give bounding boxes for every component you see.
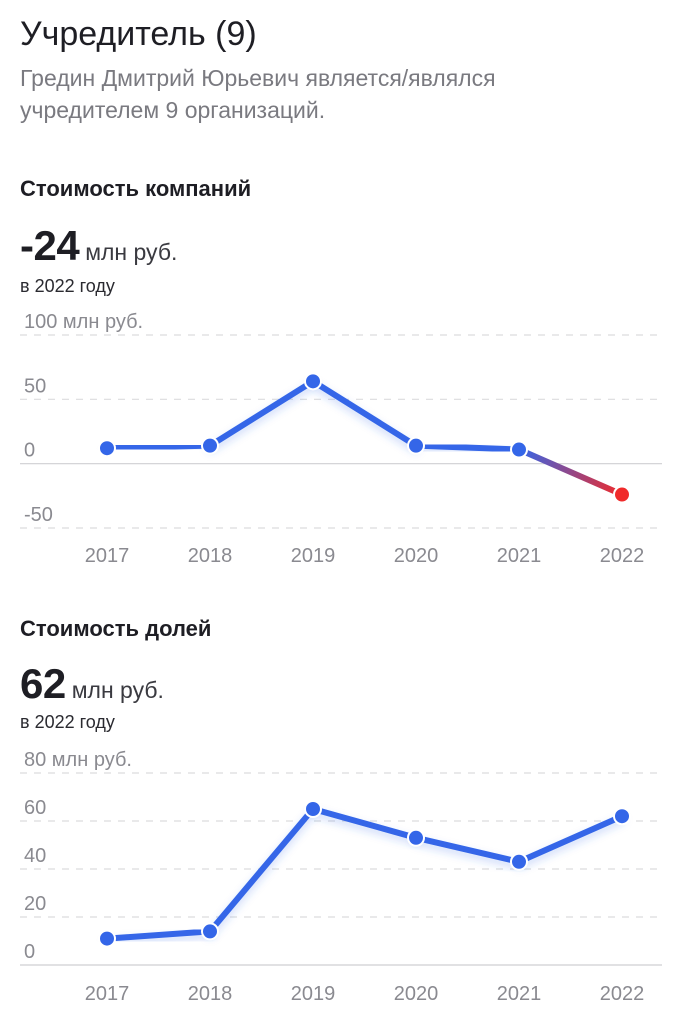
company-data-point-2017[interactable] xyxy=(98,439,116,458)
share-data-point-2017[interactable] xyxy=(98,929,116,948)
share-data-point-2021[interactable] xyxy=(510,852,528,871)
share-data-point-2022[interactable] xyxy=(613,807,631,826)
share-y-tick-label: 20 xyxy=(24,893,46,915)
share-y-tick-label: 0 xyxy=(24,941,35,963)
share-value-title: Стоимость долей xyxy=(20,616,212,641)
page-description: Гредин Дмитрий Юрьевич является/являлся … xyxy=(20,65,496,123)
share-data-point-2018[interactable] xyxy=(201,922,219,941)
share-y-tick-label: 40 xyxy=(24,845,46,867)
page-title: Учредитель (9) xyxy=(20,15,257,53)
company-y-tick-label: 50 xyxy=(24,375,46,397)
company-series-segment xyxy=(413,442,522,453)
company-series-segment xyxy=(516,446,625,498)
share-series-segment xyxy=(207,806,316,935)
company-value-year-note: в 2022 году xyxy=(20,276,115,296)
company-series-segment xyxy=(207,378,316,449)
company-x-tick-label: 2019 xyxy=(291,545,336,567)
share-x-tick-label: 2019 xyxy=(291,983,336,1005)
company-x-tick-label: 2022 xyxy=(600,545,645,567)
company-value-number: -24 xyxy=(20,222,80,269)
share-value-summary: 62 млн руб. xyxy=(20,660,164,708)
share-value-unit: млн руб. xyxy=(71,677,164,703)
company-y-tick-label: 100 млн руб. xyxy=(24,311,143,333)
company-y-tick-label: 0 xyxy=(24,440,35,462)
company-data-point-2019[interactable] xyxy=(304,372,322,391)
company-x-tick-label: 2021 xyxy=(497,545,542,567)
share-x-tick-label: 2020 xyxy=(394,983,439,1005)
company-value-title: Стоимость компаний xyxy=(20,176,252,201)
share-y-tick-label: 60 xyxy=(24,797,46,819)
share-series-segment xyxy=(310,806,419,841)
company-data-point-2020[interactable] xyxy=(407,436,425,455)
share-y-tick-label: 80 млн руб. xyxy=(24,749,132,771)
company-value-chart[interactable]: 100 млн руб. 50 0 -50 2017 2018 2019 2020 2021 20… xyxy=(0,0,680,600)
company-value-summary: -24 млн руб. xyxy=(20,222,177,270)
share-value-year-note: в 2022 году xyxy=(20,712,115,732)
company-data-point-2018[interactable] xyxy=(201,436,219,455)
company-x-tick-label: 2017 xyxy=(85,545,130,567)
share-data-point-2019[interactable] xyxy=(304,800,322,818)
company-data-point-2021[interactable] xyxy=(510,440,528,459)
share-series-segment xyxy=(413,834,522,865)
company-series-segment xyxy=(310,378,419,449)
share-x-tick-label: 2022 xyxy=(600,983,645,1005)
company-x-tick-label: 2020 xyxy=(394,545,439,567)
share-series-segment xyxy=(104,928,213,942)
company-y-tick-label: -50 xyxy=(24,504,53,526)
company-data-point-2022[interactable] xyxy=(613,485,631,504)
share-x-tick-label: 2018 xyxy=(188,983,233,1005)
share-data-point-2020[interactable] xyxy=(407,828,425,847)
share-value-number: 62 xyxy=(20,660,66,707)
company-series-segment xyxy=(104,442,213,452)
company-value-unit: млн руб. xyxy=(85,239,178,265)
share-x-tick-label: 2017 xyxy=(85,983,130,1005)
company-x-tick-label: 2018 xyxy=(188,545,233,567)
share-x-tick-label: 2021 xyxy=(497,983,542,1005)
share-series-segment xyxy=(516,813,625,865)
